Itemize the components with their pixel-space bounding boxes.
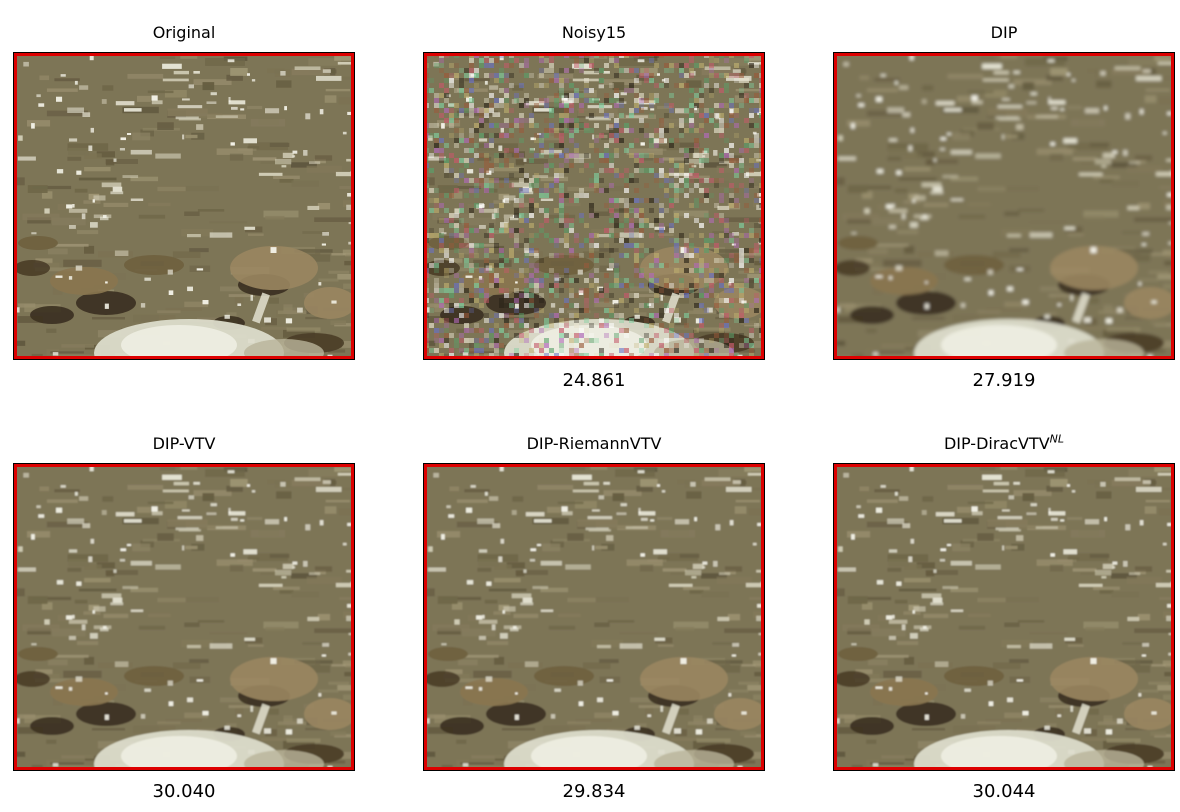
panel-title: DIP-RiemannVTV [526, 434, 662, 453]
psnr-value: 30.040 [152, 781, 216, 802]
image-frame [833, 52, 1175, 360]
image-frame [13, 463, 355, 771]
river-image [834, 53, 1174, 359]
image-frame [833, 463, 1175, 771]
river-image [834, 464, 1174, 770]
image-frame [423, 52, 765, 360]
psnr-value: 24.861 [562, 370, 626, 391]
image-frame [423, 463, 765, 771]
panel-title: Noisy15 [561, 23, 627, 42]
image-frame [13, 52, 355, 360]
river-image [424, 464, 764, 770]
panel-title: DIP-VTV [152, 434, 216, 453]
river-image [424, 53, 764, 359]
panel-title: DIP [990, 23, 1018, 42]
title-superscript: NL [1049, 432, 1065, 446]
river-image [14, 53, 354, 359]
panel-title: Original [152, 23, 216, 42]
psnr-value: 29.834 [562, 781, 626, 802]
psnr-value: 27.919 [972, 370, 1036, 391]
panel-title: DIP-DiracVTVNL [943, 432, 1065, 453]
psnr-value: 30.044 [972, 781, 1036, 802]
river-image [14, 464, 354, 770]
